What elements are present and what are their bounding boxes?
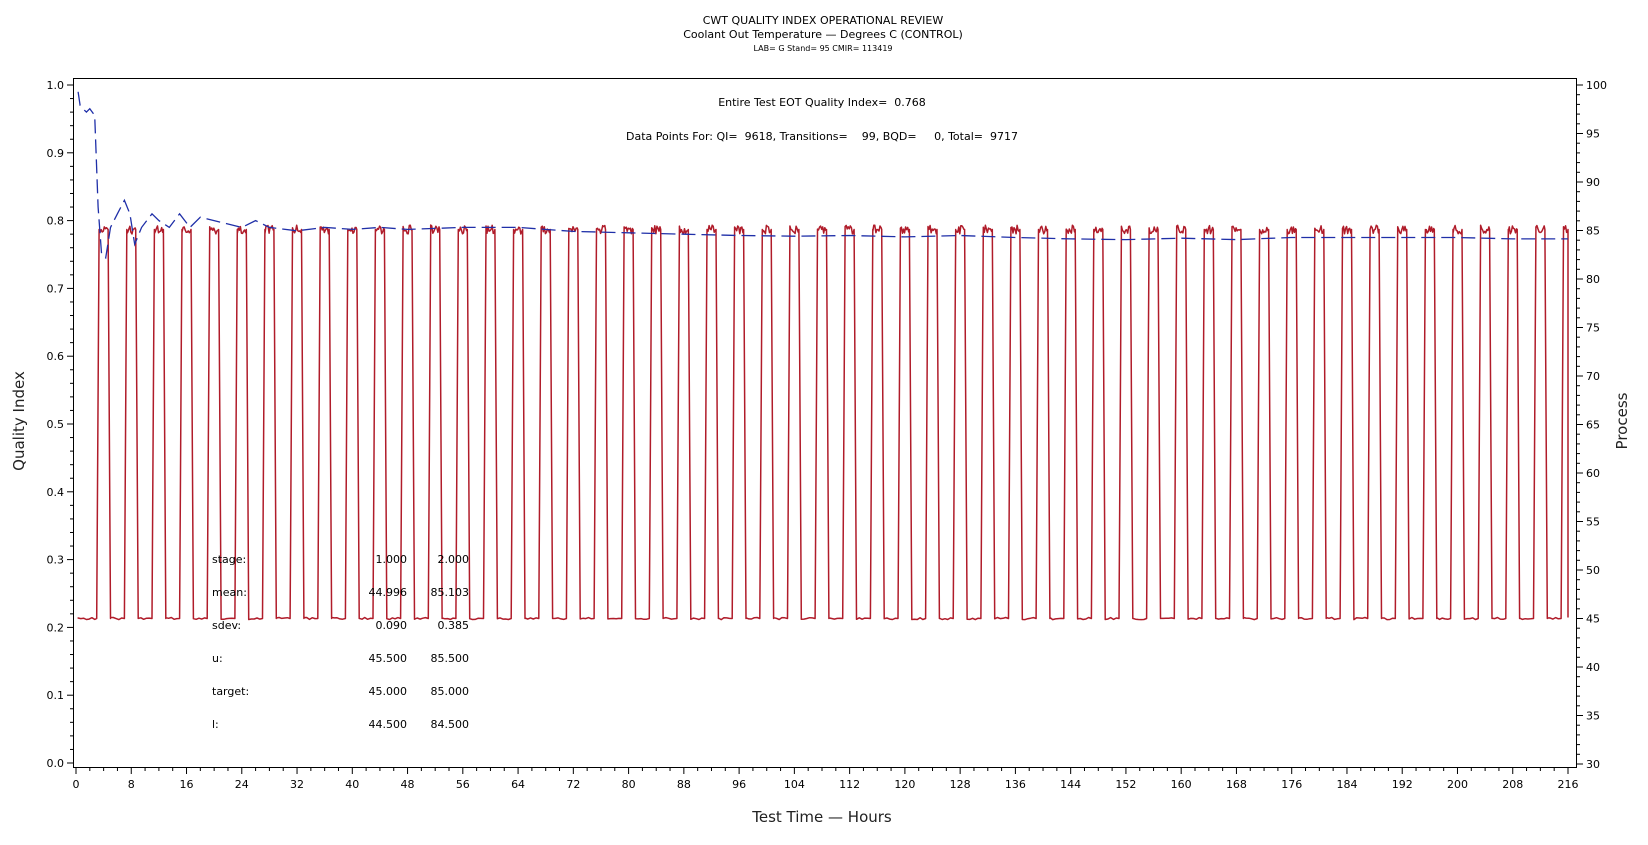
y-tick-label: 0.6 (47, 350, 65, 363)
stats-row-value-2: 84.500 (431, 718, 470, 731)
x-tick-label: 32 (290, 778, 304, 791)
y-tick-label: 0.4 (47, 486, 65, 499)
stats-row-label: sdev: (212, 619, 241, 632)
x-tick-label: 72 (566, 778, 580, 791)
stats-row-label: l: (212, 718, 219, 731)
y-right-tick-label: 30 (1586, 758, 1600, 771)
process-series-line (77, 224, 1569, 621)
stats-row-value-2: 0.385 (438, 619, 470, 632)
x-tick-label: 216 (1558, 778, 1579, 791)
stats-row-value-2: 85.500 (431, 652, 470, 665)
y-right-tick-label: 35 (1586, 710, 1600, 723)
y-right-tick-label: 65 (1586, 419, 1600, 432)
y-right-tick-label: 80 (1586, 273, 1600, 286)
x-tick-label: 112 (839, 778, 860, 791)
stats-row-value-1: 44.500 (369, 718, 408, 731)
x-tick-label: 104 (784, 778, 805, 791)
x-tick-label: 8 (128, 778, 135, 791)
x-tick-label: 16 (180, 778, 194, 791)
x-tick-label: 152 (1115, 778, 1136, 791)
y-right-tick-label: 45 (1586, 613, 1600, 626)
x-axis-label: Test Time — Hours (751, 808, 892, 826)
left-axis-ticks: 0.0 0.1 0.2 0.3 0.4 0.5 0.6 0.7 0.8 0.9 1.0 (47, 79, 74, 770)
quality-index-series-line (77, 91, 1568, 260)
x-tick-label: 208 (1502, 778, 1523, 791)
y-right-tick-label: 50 (1586, 564, 1600, 577)
y-tick-label: 0.9 (47, 147, 65, 160)
x-tick-label: 40 (345, 778, 359, 791)
x-tick-label: 176 (1281, 778, 1302, 791)
stats-row-value-2: 85.000 (431, 685, 470, 698)
x-tick-label: 128 (950, 778, 971, 791)
x-tick-label: 56 (456, 778, 470, 791)
y-right-tick-label: 85 (1586, 225, 1600, 238)
y-right-tick-label: 75 (1586, 322, 1600, 335)
chart-subtitle: Coolant Out Temperature — Degrees C (CON… (683, 28, 963, 41)
x-tick-label: 192 (1392, 778, 1413, 791)
y-axis-label: Quality Index (10, 371, 28, 471)
x-tick-label: 88 (677, 778, 691, 791)
stats-row-value-1: 45.000 (369, 685, 408, 698)
x-tick-label: 144 (1060, 778, 1081, 791)
y-tick-label: 0.8 (47, 215, 65, 228)
chart-title: CWT QUALITY INDEX OPERATIONAL REVIEW (703, 14, 944, 27)
stats-row-value-1: 1.000 (376, 553, 408, 566)
x-tick-label: 64 (511, 778, 525, 791)
stats-table: stage: 1.000 2.000 mean: 44.996 85.103 sdev: 0.… (212, 553, 469, 731)
x-tick-label: 120 (894, 778, 915, 791)
stats-row-value-1: 44.996 (369, 586, 408, 599)
y-axis-label-right: Process (1613, 392, 1631, 449)
y-right-tick-label: 90 (1586, 176, 1600, 189)
y-tick-label: 0.2 (47, 621, 65, 634)
x-tick-label: 200 (1447, 778, 1468, 791)
x-tick-label: 0 (73, 778, 80, 791)
right-axis-ticks: 30 35 40 45 50 55 60 65 70 75 80 85 90 95 100 (1576, 79, 1607, 771)
y-right-tick-label: 95 (1586, 128, 1600, 141)
stats-row-label: mean: (212, 586, 247, 599)
y-tick-label: 0.3 (47, 554, 65, 567)
stats-row-label: u: (212, 652, 223, 665)
x-tick-label: 136 (1005, 778, 1026, 791)
x-tick-label: 168 (1226, 778, 1247, 791)
stats-row-value-1: 45.500 (369, 652, 408, 665)
chart-subtitle-lab-info: LAB= G Stand= 95 CMIR= 113419 (753, 44, 892, 53)
x-tick-label: 184 (1336, 778, 1357, 791)
y-right-tick-label: 70 (1586, 370, 1600, 383)
y-tick-label: 0.1 (47, 689, 65, 702)
x-tick-label: 96 (732, 778, 746, 791)
bottom-axis-ticks: 0 8 16 24 32 40 48 56 64 72 80 88 96 104 112 120 128 136 1… (73, 767, 1579, 791)
y-tick-label: 1.0 (47, 79, 65, 92)
series-layer (77, 91, 1569, 621)
y-right-tick-label: 100 (1586, 79, 1607, 92)
quality-index-annotation: Entire Test EOT Quality Index= 0.768 (718, 96, 926, 109)
chart-title-block: CWT QUALITY INDEX OPERATIONAL REVIEW Coo… (683, 14, 963, 53)
y-tick-label: 0.7 (47, 282, 65, 295)
x-tick-label: 80 (622, 778, 636, 791)
stats-row-label: stage: (212, 553, 246, 566)
x-tick-label: 160 (1171, 778, 1192, 791)
y-right-tick-label: 60 (1586, 467, 1600, 480)
stats-row-value-1: 0.090 (376, 619, 408, 632)
stats-row-value-2: 2.000 (438, 553, 470, 566)
y-tick-label: 0.5 (47, 418, 65, 431)
plot-frame (73, 78, 1577, 768)
x-tick-label: 24 (235, 778, 249, 791)
stats-row-value-2: 85.103 (431, 586, 470, 599)
y-right-tick-label: 40 (1586, 661, 1600, 674)
stats-row-label: target: (212, 685, 249, 698)
data-points-annotation: Data Points For: QI= 9618, Transitions= … (626, 130, 1018, 143)
y-tick-label: 0.0 (47, 757, 65, 770)
y-right-tick-label: 55 (1586, 516, 1600, 529)
x-tick-label: 48 (401, 778, 415, 791)
